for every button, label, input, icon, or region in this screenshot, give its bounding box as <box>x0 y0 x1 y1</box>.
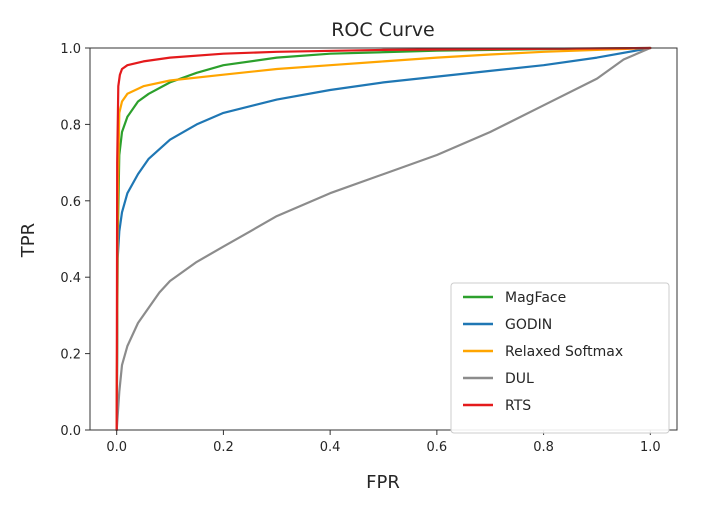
plot-frame <box>89 47 678 431</box>
x-tick-label: 0.6 <box>427 440 448 455</box>
series-line-dul <box>115 46 652 432</box>
x-axis-title: FPR <box>366 472 400 493</box>
legend-box <box>450 282 670 434</box>
legend-label: RTS <box>505 398 531 414</box>
x-tick-label: 0.4 <box>320 440 341 455</box>
x-tick-label: 1.0 <box>640 440 661 455</box>
legend-label: DUL <box>505 371 534 387</box>
series-line-relaxed-softmax <box>115 46 652 432</box>
y-tick-label: 0.8 <box>60 118 81 133</box>
series-line-rts <box>115 46 652 432</box>
plot-area <box>89 46 678 432</box>
legend-label: MagFace <box>505 290 566 306</box>
legend: MagFace GODIN Relaxed Softmax DUL RTS <box>450 282 670 434</box>
y-axis-title: TPR <box>18 223 39 258</box>
legend-label: GODIN <box>505 317 552 333</box>
y-tick-label: 0.0 <box>60 424 81 439</box>
y-tick-label: 0.4 <box>60 271 81 286</box>
x-tick-label: 0.8 <box>533 440 554 455</box>
legend-label: Relaxed Softmax <box>505 344 623 360</box>
y-tick-label: 0.6 <box>60 195 81 210</box>
axis-ticks: 0.0 0.2 0.4 0.6 0.8 1.0 0.0 0.2 0.4 0.6 0.8 1.0 <box>60 42 660 455</box>
x-tick-label: 0.0 <box>106 440 127 455</box>
y-tick-label: 1.0 <box>60 42 81 57</box>
x-tick-label: 0.2 <box>213 440 234 455</box>
series-line-magface <box>115 46 652 432</box>
y-tick-label: 0.2 <box>60 348 81 363</box>
chart-title: ROC Curve <box>331 19 435 41</box>
series-line-godin <box>115 46 652 432</box>
